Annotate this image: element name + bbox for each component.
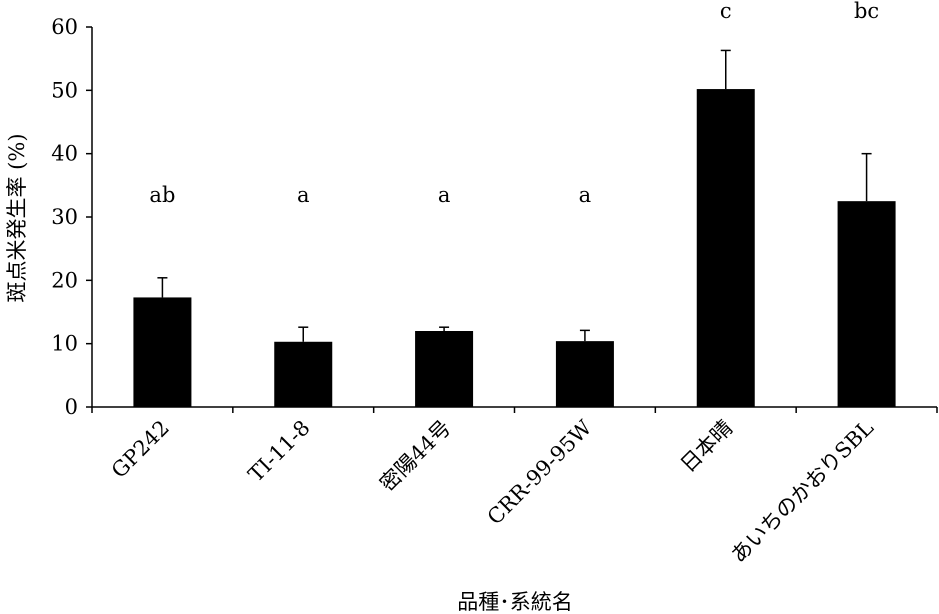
y-tick-label: 40 [51, 142, 78, 166]
y-tick-label: 50 [51, 78, 78, 102]
bar [133, 297, 192, 407]
x-axis-label: 品種･系統名 [457, 590, 573, 614]
bar [555, 341, 614, 407]
significance-label: a [579, 183, 592, 207]
y-axis-label: 斑点米発生率 (%) [5, 133, 29, 302]
category-label: あいちのかおりSBL [726, 416, 878, 568]
y-tick-label: 10 [51, 332, 78, 356]
category-label: 日本晴 [676, 416, 738, 478]
significance-label: c [720, 0, 732, 23]
significance-label: bc [854, 0, 879, 23]
significance-label: ab [149, 183, 175, 207]
bars [133, 49, 896, 408]
bar [696, 89, 755, 408]
bar [415, 331, 474, 407]
y-tick-label: 30 [51, 205, 78, 229]
category-label: TI-11-8 [244, 416, 315, 487]
y-tick-label: 60 [51, 15, 78, 39]
axes: 0 10 20 30 40 50 60 [51, 15, 938, 419]
category-label: GP242 [107, 416, 174, 483]
bar [837, 201, 896, 407]
y-tick-label: 0 [65, 395, 78, 419]
significance-label: a [438, 183, 451, 207]
category-label: CRR-99-95W [483, 415, 597, 529]
y-tick-label: 20 [51, 268, 78, 292]
category-label: 密陽44号 [375, 416, 455, 496]
significance-label: a [297, 183, 310, 207]
labels: ab GP242 a TI-11-8 a 密陽44号 a CRR-99-95W c 日本晴 bc あい… [107, 0, 879, 567]
bar [274, 341, 333, 407]
